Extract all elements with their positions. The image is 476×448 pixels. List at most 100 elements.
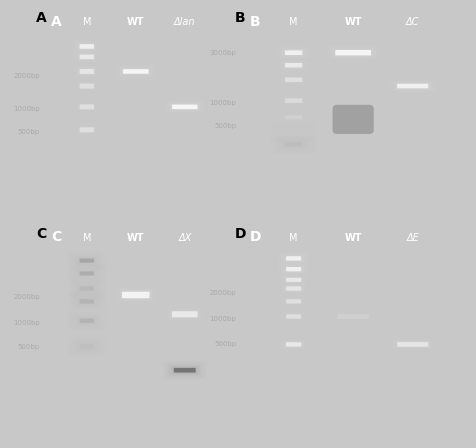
FancyBboxPatch shape [77, 68, 96, 75]
Text: 500bp: 500bp [18, 344, 40, 349]
Text: D: D [235, 227, 246, 241]
FancyBboxPatch shape [79, 299, 94, 304]
Text: WT: WT [344, 17, 361, 27]
FancyBboxPatch shape [120, 68, 150, 75]
FancyBboxPatch shape [169, 310, 199, 319]
FancyBboxPatch shape [284, 115, 302, 119]
FancyBboxPatch shape [79, 69, 94, 74]
FancyBboxPatch shape [332, 105, 373, 134]
FancyBboxPatch shape [282, 61, 305, 69]
Text: D: D [249, 230, 261, 245]
FancyBboxPatch shape [79, 258, 94, 263]
Text: 500bp: 500bp [18, 129, 40, 135]
FancyBboxPatch shape [171, 366, 198, 374]
FancyBboxPatch shape [119, 290, 151, 300]
FancyBboxPatch shape [283, 298, 303, 305]
Text: WT: WT [344, 233, 361, 243]
FancyBboxPatch shape [77, 257, 96, 264]
FancyBboxPatch shape [77, 298, 96, 305]
FancyBboxPatch shape [283, 266, 303, 273]
Text: ΔX: ΔX [178, 233, 191, 243]
FancyBboxPatch shape [286, 256, 300, 261]
FancyBboxPatch shape [123, 69, 148, 74]
Text: M: M [82, 17, 91, 27]
FancyBboxPatch shape [286, 299, 300, 304]
FancyBboxPatch shape [282, 114, 305, 121]
FancyBboxPatch shape [286, 278, 300, 282]
FancyBboxPatch shape [77, 103, 96, 111]
FancyBboxPatch shape [283, 341, 303, 348]
FancyBboxPatch shape [283, 255, 303, 262]
FancyBboxPatch shape [394, 340, 430, 348]
FancyBboxPatch shape [282, 76, 305, 83]
Text: 3000bp: 3000bp [209, 50, 236, 56]
Text: A: A [36, 11, 47, 25]
FancyBboxPatch shape [284, 130, 302, 134]
FancyBboxPatch shape [77, 43, 96, 50]
FancyBboxPatch shape [337, 314, 368, 319]
FancyBboxPatch shape [282, 128, 305, 135]
Text: A: A [51, 15, 61, 29]
Text: 2000bp: 2000bp [13, 73, 40, 78]
Text: 2000bp: 2000bp [13, 294, 40, 300]
FancyBboxPatch shape [77, 126, 96, 134]
FancyBboxPatch shape [282, 49, 305, 56]
Text: 1000bp: 1000bp [13, 320, 40, 326]
FancyBboxPatch shape [169, 103, 199, 111]
Text: M: M [289, 17, 298, 27]
FancyBboxPatch shape [286, 342, 300, 347]
FancyBboxPatch shape [79, 44, 94, 49]
FancyBboxPatch shape [77, 285, 96, 292]
Text: WT: WT [127, 233, 144, 243]
FancyBboxPatch shape [335, 50, 370, 56]
FancyBboxPatch shape [171, 311, 197, 317]
FancyBboxPatch shape [79, 319, 94, 323]
Text: 500bp: 500bp [214, 341, 236, 347]
FancyBboxPatch shape [282, 97, 305, 104]
Text: B: B [249, 15, 260, 29]
Text: 1000bp: 1000bp [209, 316, 236, 322]
Text: B: B [235, 11, 245, 25]
FancyBboxPatch shape [79, 344, 94, 349]
FancyBboxPatch shape [334, 313, 371, 320]
FancyBboxPatch shape [283, 313, 303, 320]
FancyBboxPatch shape [171, 104, 197, 109]
Text: M: M [82, 233, 91, 243]
Text: C: C [36, 227, 46, 241]
FancyBboxPatch shape [332, 48, 373, 57]
FancyBboxPatch shape [284, 78, 302, 82]
FancyBboxPatch shape [77, 343, 96, 350]
FancyBboxPatch shape [122, 292, 149, 298]
FancyBboxPatch shape [79, 55, 94, 59]
FancyBboxPatch shape [284, 98, 302, 103]
FancyBboxPatch shape [79, 286, 94, 291]
FancyBboxPatch shape [286, 314, 300, 319]
Text: 500bp: 500bp [214, 123, 236, 129]
FancyBboxPatch shape [394, 82, 430, 90]
FancyBboxPatch shape [173, 368, 195, 373]
FancyBboxPatch shape [79, 271, 94, 276]
FancyBboxPatch shape [397, 342, 427, 347]
Text: M: M [289, 233, 298, 243]
FancyBboxPatch shape [79, 127, 94, 132]
FancyBboxPatch shape [79, 83, 94, 89]
Text: 1000bp: 1000bp [13, 106, 40, 112]
FancyBboxPatch shape [77, 82, 96, 90]
FancyBboxPatch shape [283, 276, 303, 284]
Text: C: C [51, 230, 61, 245]
FancyBboxPatch shape [397, 84, 427, 88]
FancyBboxPatch shape [286, 267, 300, 271]
FancyBboxPatch shape [284, 63, 302, 68]
Text: Δlan: Δlan [174, 17, 195, 27]
Text: 1000bp: 1000bp [209, 100, 236, 106]
Text: ΔE: ΔE [406, 233, 418, 243]
Text: 2000bp: 2000bp [209, 290, 236, 296]
FancyBboxPatch shape [284, 142, 302, 146]
FancyBboxPatch shape [79, 104, 94, 109]
FancyBboxPatch shape [77, 53, 96, 60]
FancyBboxPatch shape [282, 141, 305, 148]
FancyBboxPatch shape [283, 285, 303, 292]
Text: WT: WT [127, 17, 144, 27]
FancyBboxPatch shape [284, 51, 302, 55]
Text: ΔC: ΔC [405, 17, 418, 27]
